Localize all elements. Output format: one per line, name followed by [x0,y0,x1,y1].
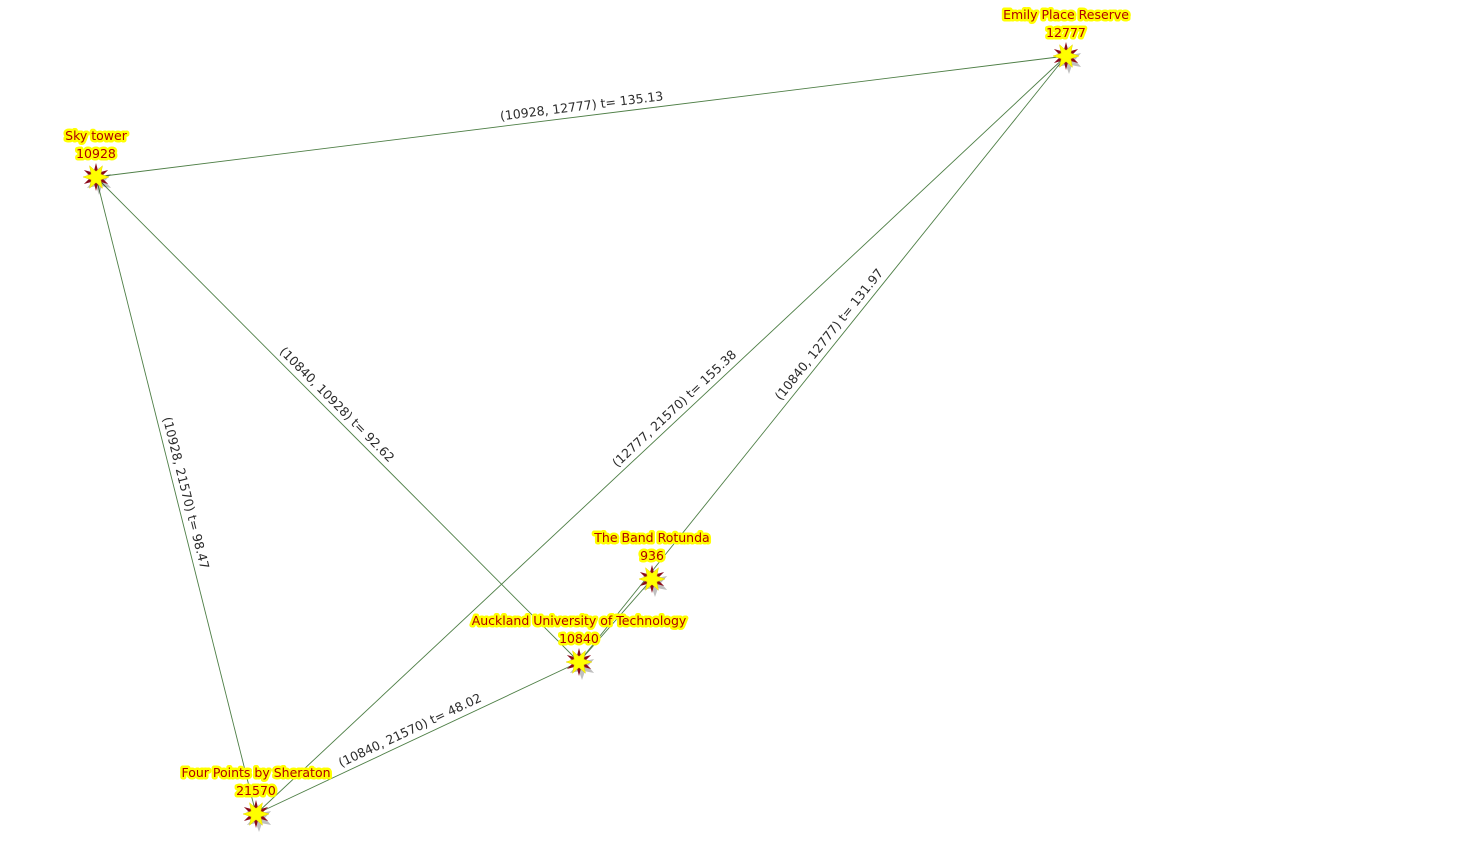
edge-line [95,176,580,663]
node-name-label: Auckland University of Technology [472,613,687,628]
edge-line [255,55,1067,815]
node-name-label: The Band Rotunda [593,530,709,545]
edge-label: (10840, 21570) t= 48.02 [336,690,484,770]
edge-label: (12777, 21570) t= 155.38 [609,347,739,470]
node-id-label: 21570 [236,783,276,798]
node-name-label: Emily Place Reserve [1003,7,1129,22]
star-icon [82,163,112,195]
edge-line [578,578,653,663]
edge-line [255,661,580,815]
node-layer: Emily Place Reserve 12777 Sky tower 10928 Th… [63,5,1132,832]
node-name-label: Sky tower [65,128,128,143]
node-id-label: 12777 [1046,25,1086,40]
node-10840[interactable]: Auckland University of Technology 10840 [469,611,689,680]
node-21570[interactable]: Four Points by Sheraton 21570 [179,763,333,832]
node-id-label: 936 [640,548,664,563]
edge-label: (10840, 10928) t= 92.62 [277,344,398,465]
star-icon [565,648,595,680]
edge-label: (10840, 12777) t= 131.97 [772,266,887,403]
edge-label: (10928, 12777) t= 135.13 [499,88,664,123]
node-name-label: Four Points by Sheraton [181,765,330,780]
edge-line [95,55,1067,178]
edge-layer: (10928, 12777) t= 135.13 (10840, 10928) t… [95,55,1067,815]
node-id-label: 10840 [559,631,599,646]
node-12777[interactable]: Emily Place Reserve 12777 [1001,5,1132,74]
node-936[interactable]: The Band Rotunda 936 [591,528,712,597]
edge-label: (10928, 21570) t= 98.47 [160,415,213,570]
star-icon [242,800,272,832]
node-10928[interactable]: Sky tower 10928 [63,126,130,195]
star-icon [638,565,668,597]
star-icon [1052,42,1082,74]
edge-line [578,55,1067,663]
edge-line [95,176,257,815]
node-id-label: 10928 [76,146,116,161]
